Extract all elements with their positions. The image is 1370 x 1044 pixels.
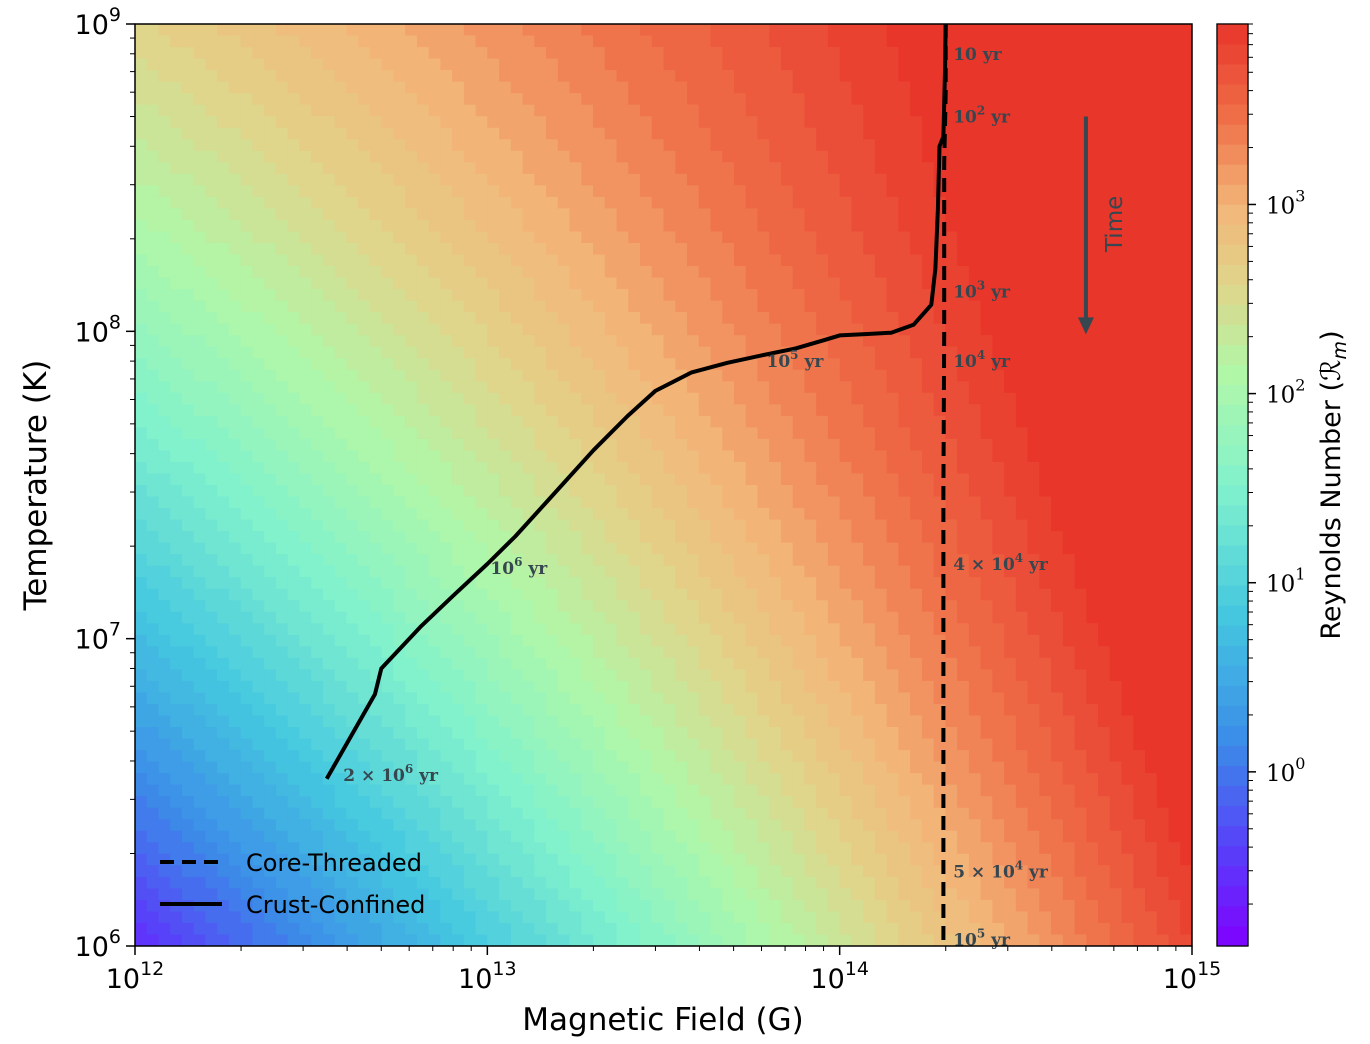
age-label: 105 yr [767, 348, 825, 372]
legend: Core-Threaded Crust-Confined [160, 849, 425, 919]
time-arrow: Time [1077, 116, 1128, 335]
y-tick-label: 106 [75, 926, 121, 963]
y-tick-label: 108 [75, 311, 121, 348]
y-axis-title: Temperature (K) [18, 360, 54, 612]
age-label: 105 yr [953, 927, 1011, 951]
colorbar-tick-label: 101 [1266, 565, 1305, 598]
colorbar: 100 101 102 103 Reynolds Number (ℛm) [1216, 23, 1351, 947]
age-label: 2 × 106 yr [343, 762, 439, 786]
age-label: 104 yr [953, 348, 1011, 372]
age-label: 10 yr [953, 45, 1002, 65]
series-crust-confined [324, 24, 948, 780]
colorbar-title-close: ) [1316, 330, 1347, 341]
x-tick-label: 1013 [458, 958, 517, 995]
legend-label-core-threaded: Core-Threaded [246, 849, 422, 877]
age-label: 106 yr [490, 555, 548, 579]
age-label: 5 × 104 yr [953, 858, 1049, 882]
y-tick-label: 107 [75, 619, 121, 656]
colorbar-tick-label: 103 [1266, 186, 1305, 219]
time-label: Time [1102, 196, 1128, 253]
y-tick-label: 109 [75, 4, 121, 41]
x-tick-label: 1015 [1163, 958, 1222, 995]
x-axis-title: Magnetic Field (G) [522, 1002, 803, 1038]
plot-frame [134, 23, 1193, 947]
age-label: 103 yr [953, 278, 1011, 302]
colorbar-title-sub: m [1329, 341, 1351, 360]
age-label: 102 yr [953, 104, 1011, 128]
x-tick-label: 1014 [810, 958, 869, 995]
heatmap-field [135, 24, 1192, 946]
x-axis: 1012 1013 1014 1015 [106, 946, 1222, 995]
colorbar-tick-label: 102 [1266, 376, 1305, 409]
colorbar-tick-label: 100 [1266, 754, 1305, 787]
colorbar-title: Reynolds Number (ℛm) [1316, 330, 1351, 639]
y-axis: 106 107 108 109 [75, 4, 135, 963]
age-label: 4 × 104 yr [953, 551, 1049, 575]
colorbar-title-main: Reynolds Number (ℛ [1316, 359, 1347, 639]
x-tick-label: 1012 [106, 958, 165, 995]
legend-label-crust-confined: Crust-Confined [246, 891, 425, 919]
